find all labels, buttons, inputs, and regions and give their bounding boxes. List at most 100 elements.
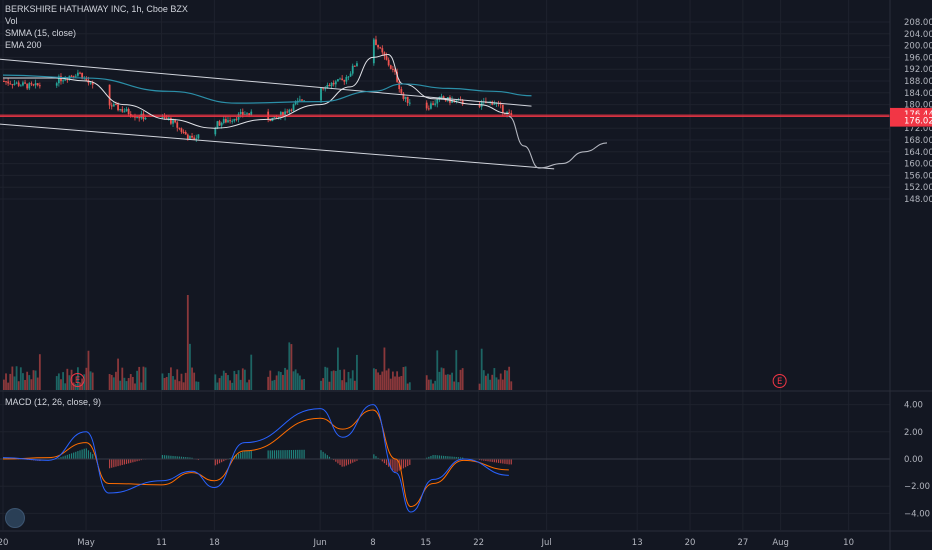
- macd-histogram-bar: [347, 459, 350, 465]
- earnings-marker: [70, 373, 85, 387]
- time-tick-label: Jul: [540, 538, 551, 548]
- volume-bar: [353, 380, 356, 390]
- volume-bar: [11, 366, 14, 390]
- macd-histogram-bar: [128, 459, 130, 464]
- volume-bar: [184, 372, 187, 390]
- volume-bar: [349, 378, 352, 390]
- tradingview-logo[interactable]: [5, 508, 25, 528]
- macd-histogram-bar: [297, 449, 299, 459]
- macd-legend: MACD (12, 26, close, 9): [5, 397, 102, 407]
- candle-body: [408, 102, 411, 104]
- macd-histogram-bar: [221, 459, 223, 463]
- volume-bar: [123, 377, 126, 390]
- candle-body: [220, 122, 223, 126]
- volume-bar: [91, 372, 94, 390]
- candle-body: [389, 65, 392, 69]
- volume-bar: [271, 380, 274, 390]
- macd-histogram-bar: [92, 454, 94, 459]
- macd-histogram-bar: [136, 459, 138, 462]
- price-tick-label: 204.00: [904, 30, 932, 40]
- macd-histogram-bar: [324, 453, 326, 459]
- volume-bar: [220, 375, 223, 390]
- candle-body: [66, 79, 69, 81]
- time-tick-label: 22: [473, 538, 484, 548]
- volume-bar: [142, 366, 145, 390]
- macd-histogram-bar: [282, 450, 284, 459]
- macd-histogram-bar: [381, 459, 383, 462]
- candle-body: [383, 52, 386, 57]
- candle-body: [379, 47, 382, 49]
- candle-body: [294, 102, 297, 105]
- candle-body: [440, 96, 443, 98]
- volume-bar: [303, 379, 305, 390]
- candle-body: [57, 76, 60, 84]
- volume-bar: [26, 371, 29, 390]
- volume-bar: [404, 366, 407, 390]
- volume-bar: [455, 350, 458, 390]
- volume-bar: [320, 380, 322, 390]
- candle-body: [284, 111, 286, 117]
- volume-bar: [134, 383, 136, 390]
- candle-body: [406, 96, 409, 103]
- macd-histogram-bar: [134, 459, 136, 462]
- indicator-lines: [0, 53, 890, 170]
- macd-histogram-bar: [497, 459, 500, 463]
- macd-histogram-bar: [115, 459, 117, 467]
- volume-bar: [22, 373, 24, 390]
- macd-histogram-bar: [434, 455, 436, 459]
- macd-histogram-bar: [218, 459, 221, 464]
- price-tick-label: 208.00: [904, 18, 932, 28]
- price-tick-label: 196.00: [904, 53, 932, 63]
- volume-bar: [389, 378, 392, 390]
- macd-histogram-bar: [79, 450, 81, 459]
- candle-body: [22, 82, 24, 86]
- candle-body: [387, 59, 390, 66]
- candle-body: [425, 102, 428, 109]
- macd-histogram-bar: [121, 459, 123, 466]
- macd-histogram-bar: [409, 459, 411, 465]
- macd-histogram-bar: [350, 459, 352, 464]
- time-tick-label: Aug: [772, 538, 789, 548]
- candle-body: [17, 82, 20, 86]
- macd-histogram-bar: [394, 459, 396, 473]
- macd-histogram-bar: [83, 448, 85, 459]
- volume-bars: [3, 295, 513, 390]
- macd-histogram-bar: [111, 459, 113, 468]
- volume-bar: [167, 373, 170, 390]
- price-tick-label: 168.00: [904, 136, 932, 146]
- macd-histogram-bar: [328, 456, 331, 459]
- macd-histogram-bar: [187, 457, 189, 459]
- macd-histogram-bar: [119, 459, 121, 466]
- level-price-tag: 176.02: [904, 117, 932, 127]
- volume-bar: [487, 373, 489, 390]
- volume-bar: [250, 354, 253, 390]
- candle-body: [112, 104, 115, 107]
- macd-histogram-bar: [113, 459, 115, 468]
- candle-body: [76, 72, 79, 76]
- volume-bar: [446, 374, 449, 390]
- macd-tick-label: −4.00: [904, 509, 930, 519]
- candle-body: [396, 71, 399, 82]
- candle-body: [79, 72, 81, 74]
- volume-bar: [64, 383, 67, 390]
- candle-body: [3, 81, 5, 82]
- macd-histogram-bar: [449, 456, 451, 459]
- symbol-legend: BERKSHIRE HATHAWAY INC, 1h, Cboe BZX: [5, 4, 188, 14]
- volume-bar: [244, 369, 246, 390]
- macd-histogram-bar: [295, 449, 297, 459]
- earnings-marker-label: E: [75, 376, 80, 386]
- projection-curve: [508, 115, 608, 169]
- macd-histogram-bar: [385, 459, 388, 465]
- macd-histogram-bar: [430, 455, 432, 459]
- macd-histogram-bar: [284, 450, 286, 459]
- candle-body: [290, 109, 293, 111]
- candle-body: [303, 100, 305, 102]
- volume-bar: [180, 373, 183, 390]
- candle-body: [19, 85, 22, 87]
- macd-histogram-bar: [443, 455, 445, 459]
- volume-bar: [510, 381, 513, 390]
- macd-histogram-bar: [244, 450, 246, 459]
- volume-bar: [233, 370, 236, 390]
